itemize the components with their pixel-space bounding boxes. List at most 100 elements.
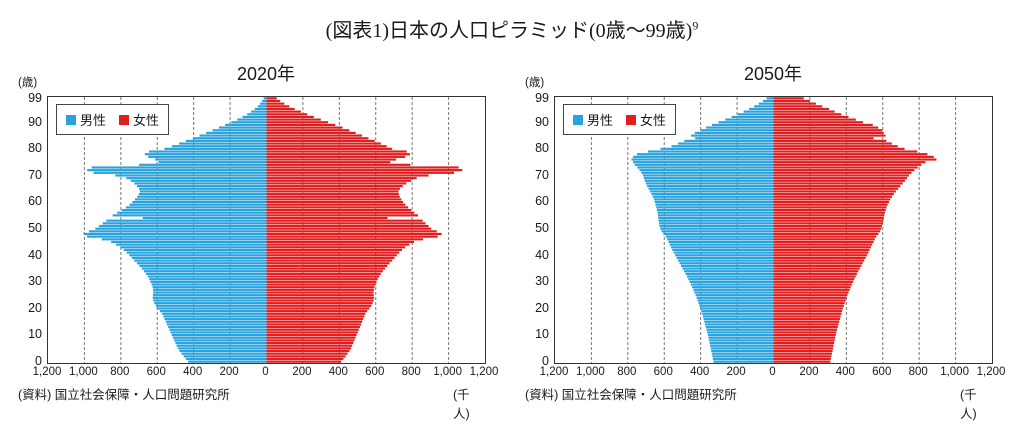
plot-area-2050: 男性 女性 — [554, 96, 993, 364]
bar-female-age-73 — [266, 166, 459, 169]
bar-female-age-58 — [773, 206, 887, 209]
bar-female-age-5 — [266, 347, 351, 350]
bar-male-age-11 — [170, 331, 267, 334]
bar-female-age-10 — [266, 333, 357, 337]
y-tick-label: 50 — [28, 221, 42, 235]
bar-female-age-28 — [266, 286, 375, 289]
y-tick-label: 99 — [28, 90, 42, 105]
chart-panel-2050: 2050年 (歳) 99 90 80 70 60 50 40 30 20 10 0 男性 女性 1,… — [517, 0, 1022, 429]
x-tick-label: 0 — [769, 366, 776, 378]
bar-male-age-61 — [653, 198, 774, 201]
bar-female-age-66 — [266, 185, 403, 188]
bar-female-age-69 — [773, 177, 907, 180]
x-tick-label: 0 — [262, 366, 269, 378]
bar-female-age-38 — [773, 259, 865, 262]
y-tick-label: 50 — [535, 221, 549, 235]
bar-female-age-13 — [266, 326, 360, 329]
bar-female-age-42 — [266, 248, 402, 252]
bar-female-age-12 — [773, 328, 838, 331]
y-tick-label: 60 — [28, 194, 42, 209]
y-tick-label: 20 — [28, 300, 42, 315]
bar-female-age-24 — [266, 296, 374, 299]
bar-female-age-22 — [773, 302, 845, 305]
bar-female-age-92 — [266, 115, 314, 119]
bar-male-age-3 — [181, 352, 267, 355]
bar-female-age-79 — [773, 150, 918, 153]
bar-female-age-7 — [773, 341, 835, 345]
bar-female-age-95 — [773, 107, 830, 111]
bar-female-age-96 — [266, 105, 290, 108]
bar-female-age-76 — [266, 158, 397, 161]
source-label: (資料) 国立社会保障・人口問題研究所 — [525, 388, 737, 402]
bar-female-age-80 — [266, 147, 393, 150]
plot-area-2020: 男性 女性 — [47, 96, 486, 364]
bar-male-age-29 — [151, 283, 267, 286]
bar-male-age-56 — [117, 211, 267, 214]
bar-male-age-27 — [693, 288, 774, 291]
x-tick-label: 1,200 — [976, 366, 1006, 378]
bar-male-age-59 — [129, 203, 267, 206]
bar-male-age-31 — [688, 278, 774, 281]
bar-male-age-64 — [650, 190, 774, 193]
bar-male-age-34 — [684, 270, 774, 273]
x-tick-label: 600 — [872, 366, 892, 378]
bar-female-age-6 — [773, 344, 834, 347]
bar-female-age-47 — [266, 235, 438, 238]
bar-female-age-65 — [266, 187, 400, 190]
y-tick-label: 0 — [35, 354, 42, 368]
x-tick-label: 800 — [110, 366, 130, 378]
bar-male-age-36 — [681, 264, 774, 267]
bar-male-age-86 — [694, 131, 774, 134]
bar-female-age-75 — [266, 161, 391, 164]
bar-female-age-26 — [773, 291, 849, 294]
bar-female-age-25 — [266, 294, 374, 297]
bar-male-age-10 — [171, 333, 267, 337]
bar-male-age-68 — [644, 179, 774, 182]
bar-male-age-45 — [668, 240, 774, 244]
x-tick-label: 400 — [328, 366, 348, 378]
bar-male-age-58 — [656, 206, 774, 209]
bar-male-age-83 — [684, 139, 774, 142]
bar-female-age-39 — [266, 256, 395, 260]
y-tick-label: 90 — [535, 114, 549, 129]
bar-male-age-3 — [711, 352, 774, 355]
bar-female-age-1 — [266, 357, 344, 361]
bar-female-age-63 — [266, 193, 399, 196]
bar-female-age-77 — [773, 155, 934, 158]
bar-female-age-69 — [266, 177, 417, 180]
bar-male-age-88 — [706, 126, 774, 129]
bar-male-age-93 — [737, 113, 774, 116]
bar-female-age-66 — [773, 185, 901, 188]
bar-male-age-33 — [145, 272, 267, 275]
bar-female-age-49 — [773, 230, 881, 233]
bar-female-age-5 — [773, 347, 834, 350]
bar-female-age-36 — [773, 264, 862, 267]
bar-male-age-60 — [132, 200, 267, 204]
legend-male-item: 男性 — [573, 110, 613, 129]
bar-female-age-54 — [266, 216, 388, 220]
bar-female-age-25 — [773, 294, 848, 297]
bar-female-age-94 — [266, 110, 301, 113]
bar-female-age-34 — [266, 270, 383, 273]
bar-male-age-34 — [143, 270, 267, 273]
bar-male-age-38 — [134, 259, 267, 262]
bar-male-age-37 — [136, 262, 267, 265]
bar-male-age-88 — [218, 126, 267, 129]
bar-female-age-91 — [773, 118, 856, 121]
legend-female-item: 女性 — [119, 110, 159, 129]
bar-male-age-40 — [675, 254, 774, 257]
bar-female-age-43 — [266, 246, 406, 249]
bar-male-age-83 — [186, 139, 267, 142]
bar-female-age-4 — [773, 349, 833, 353]
bar-female-age-89 — [773, 123, 873, 127]
bar-female-age-93 — [266, 113, 308, 116]
bar-male-age-26 — [153, 291, 267, 294]
bar-female-age-62 — [266, 195, 400, 198]
bar-male-age-35 — [682, 267, 774, 270]
bar-male-age-77 — [148, 155, 267, 158]
bar-male-age-79 — [647, 150, 774, 153]
bar-female-age-31 — [266, 278, 378, 281]
bar-male-age-58 — [125, 206, 267, 209]
bar-male-age-73 — [91, 166, 267, 169]
bar-female-age-30 — [266, 280, 377, 283]
